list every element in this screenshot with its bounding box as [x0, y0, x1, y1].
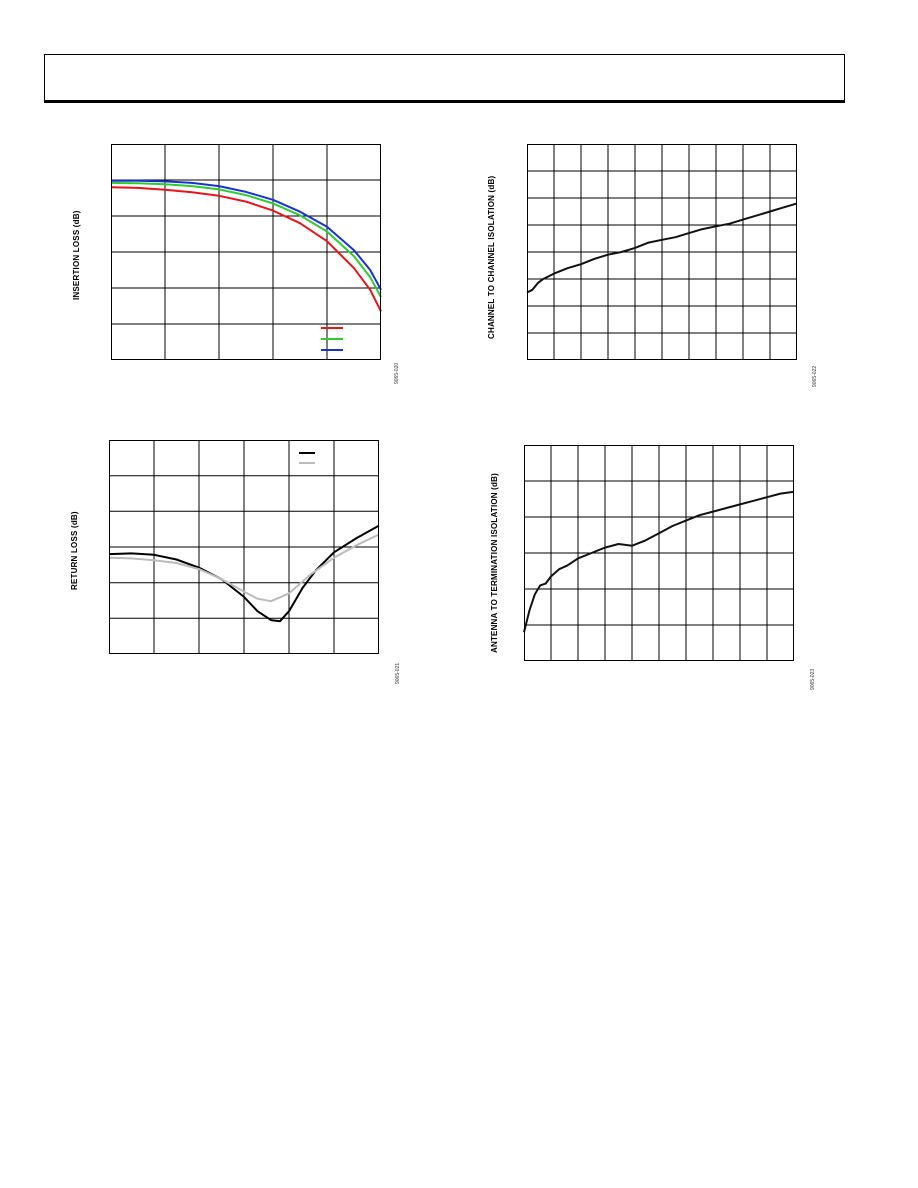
- page-header-box: [44, 54, 845, 103]
- chart1-series-1-line: [110, 186, 382, 312]
- chart1-frame: [111, 144, 381, 360]
- chart1-series-2-line: [110, 181, 382, 298]
- chart4-ylabel: ANTENNA TO TERMINATION ISOLATION (dB): [490, 473, 499, 653]
- channel-isolation-chart: [526, 144, 798, 360]
- chart1-ylabel: INSERTION LOSS (dB): [72, 210, 81, 300]
- chart2-series-1-line: [526, 202, 798, 294]
- insertion-loss-chart: [110, 144, 382, 360]
- chart1-series-3-line: [111, 179, 382, 291]
- chart3-series-2-line: [108, 533, 380, 603]
- chart3-grid: [109, 440, 379, 654]
- chart1-grid: [111, 144, 381, 360]
- chart3-frame: [109, 440, 379, 654]
- chart2-ylabel: CHANNEL TO CHANNEL ISOLATION (dB): [487, 175, 496, 339]
- chart1-figure-id: 9065-020: [394, 362, 400, 384]
- chart3-ylabel: RETURN LOSS (dB): [70, 511, 79, 590]
- chart4-series-1-line: [523, 490, 795, 633]
- antenna-isolation-chart: [523, 445, 795, 661]
- return-loss-chart: [108, 440, 380, 654]
- chart3-series-1-line: [108, 524, 380, 623]
- chart2-grid: [527, 144, 797, 360]
- chart2-figure-id: 9065-022: [812, 365, 818, 387]
- chart2-frame: [527, 144, 797, 360]
- chart4-frame: [524, 445, 794, 661]
- chart4-figure-id: 9065-023: [810, 668, 816, 690]
- chart4-grid: [524, 445, 794, 661]
- chart3-figure-id: 9065-021: [395, 662, 401, 684]
